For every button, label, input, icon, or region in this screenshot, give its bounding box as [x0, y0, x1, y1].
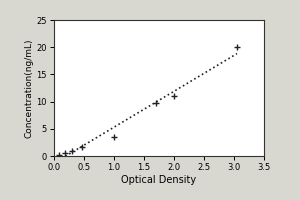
X-axis label: Optical Density: Optical Density: [122, 175, 196, 185]
Y-axis label: Concentration(ng/mL): Concentration(ng/mL): [25, 38, 34, 138]
